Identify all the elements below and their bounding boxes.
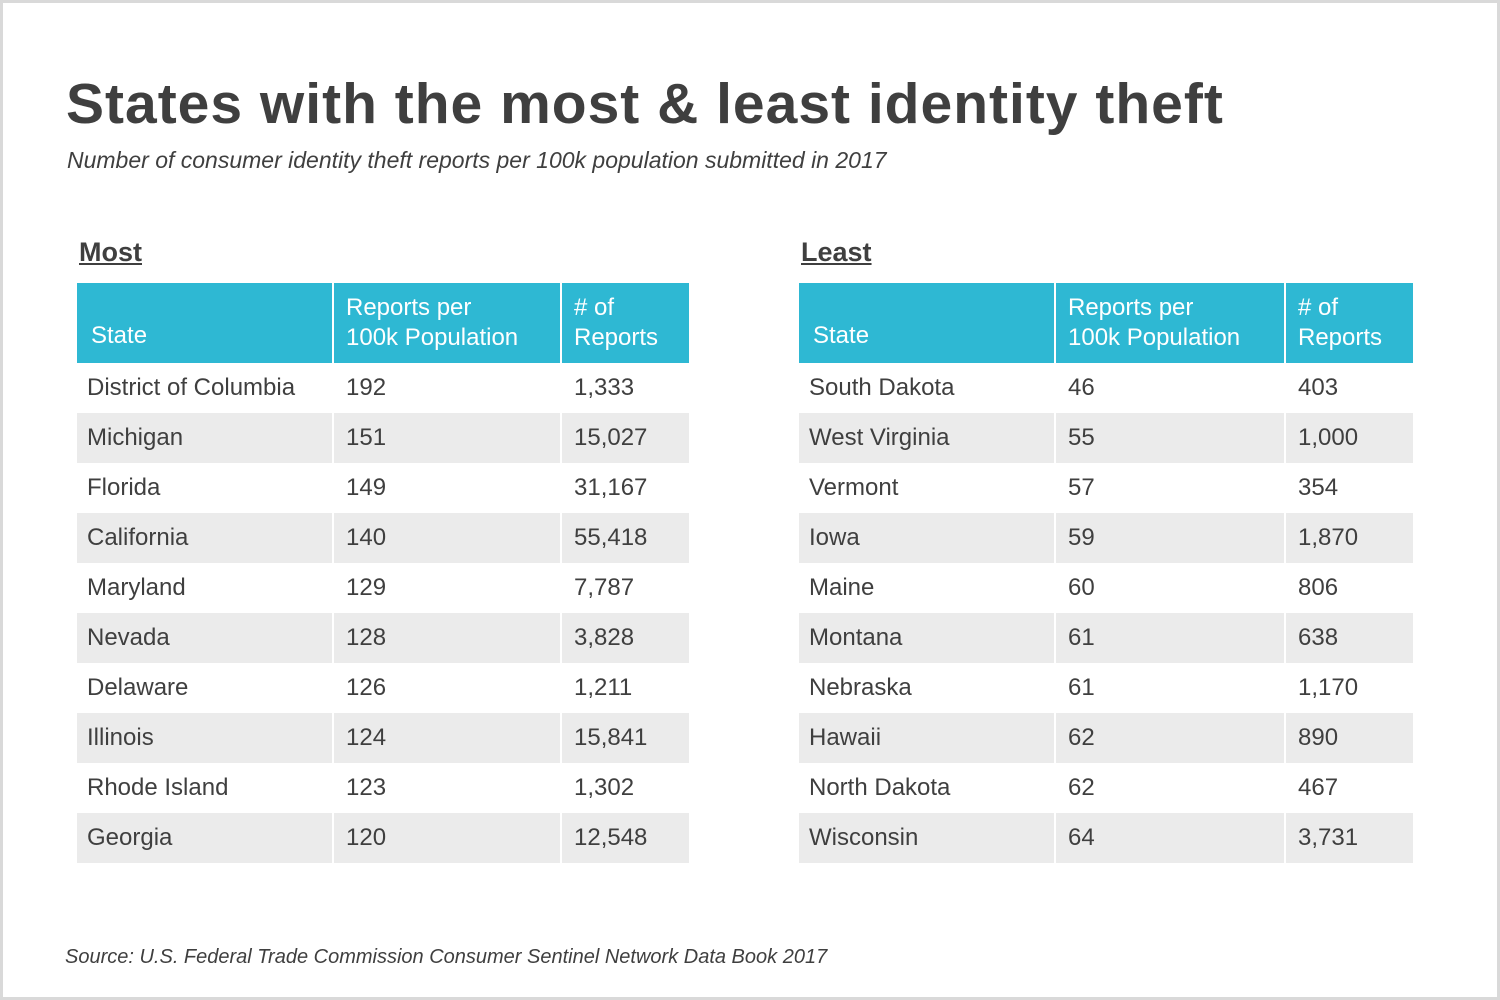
reports-per-100k-cell: 57	[1055, 463, 1286, 513]
most-table: State Reports per 100k Population # of Rep…	[77, 283, 689, 863]
table-row: North Dakota 62 467	[799, 763, 1413, 813]
page-title: States with the most & least identity th…	[66, 72, 1224, 136]
state-cell: Maine	[799, 563, 1056, 613]
reports-per-100k-cell: 140	[333, 513, 562, 563]
reports-per-100k-cell: 120	[333, 813, 562, 863]
least-section-label: Least	[801, 237, 872, 267]
table-row: Rhode Island 123 1,302	[77, 763, 689, 813]
state-cell: West Virginia	[799, 413, 1056, 463]
reports-per-100k-cell: 64	[1055, 813, 1286, 863]
state-cell: Vermont	[799, 463, 1056, 513]
reports-per-100k-cell: 151	[333, 413, 562, 463]
number-of-reports-cell: 1,870	[1285, 513, 1413, 563]
column-header-state: State	[799, 283, 1056, 363]
state-cell: District of Columbia	[77, 363, 334, 413]
state-cell: Michigan	[77, 413, 334, 463]
number-of-reports-cell: 15,027	[561, 413, 689, 463]
reports-per-100k-cell: 61	[1055, 663, 1286, 713]
state-cell: Georgia	[77, 813, 334, 863]
table-row: District of Columbia 192 1,333	[77, 363, 689, 413]
number-of-reports-cell: 7,787	[561, 563, 689, 613]
state-cell: Nevada	[77, 613, 334, 663]
page-subtitle: Number of consumer identity theft report…	[67, 147, 887, 173]
number-of-reports-cell: 3,828	[561, 613, 689, 663]
table-row: Florida 149 31,167	[77, 463, 689, 513]
state-cell: Maryland	[77, 563, 334, 613]
state-cell: Rhode Island	[77, 763, 334, 813]
reports-per-100k-cell: 62	[1055, 763, 1286, 813]
reports-per-100k-cell: 60	[1055, 563, 1286, 613]
table-header-row: State Reports per 100k Population # of Rep…	[77, 283, 689, 363]
state-cell: Wisconsin	[799, 813, 1056, 863]
table-row: Montana 61 638	[799, 613, 1413, 663]
state-cell: Florida	[77, 463, 334, 513]
column-header-number-of-reports: # of Reports	[1285, 283, 1413, 363]
state-cell: Nebraska	[799, 663, 1056, 713]
column-header-reports-per-100k: Reports per 100k Population	[1055, 283, 1286, 363]
number-of-reports-cell: 890	[1285, 713, 1413, 763]
number-of-reports-cell: 1,302	[561, 763, 689, 813]
state-cell: Montana	[799, 613, 1056, 663]
reports-per-100k-cell: 55	[1055, 413, 1286, 463]
table-row: Georgia 120 12,548	[77, 813, 689, 863]
number-of-reports-cell: 806	[1285, 563, 1413, 613]
column-header-number-of-reports: # of Reports	[561, 283, 689, 363]
reports-per-100k-cell: 59	[1055, 513, 1286, 563]
number-of-reports-cell: 15,841	[561, 713, 689, 763]
column-header-reports-per-100k: Reports per 100k Population	[333, 283, 562, 363]
reports-per-100k-cell: 62	[1055, 713, 1286, 763]
table-header-row: State Reports per 100k Population # of Rep…	[799, 283, 1413, 363]
table-row: Delaware 126 1,211	[77, 663, 689, 713]
number-of-reports-cell: 55,418	[561, 513, 689, 563]
column-header-state: State	[77, 283, 334, 363]
most-section-label: Most	[79, 237, 142, 267]
reports-per-100k-cell: 149	[333, 463, 562, 513]
table-row: Maryland 129 7,787	[77, 563, 689, 613]
number-of-reports-cell: 1,211	[561, 663, 689, 713]
number-of-reports-cell: 354	[1285, 463, 1413, 513]
state-cell: Iowa	[799, 513, 1056, 563]
reports-per-100k-cell: 128	[333, 613, 562, 663]
reports-per-100k-cell: 46	[1055, 363, 1286, 413]
least-table-body: South Dakota 46 403 West Virginia 55 1,000 Ver…	[799, 363, 1413, 863]
table-row: Hawaii 62 890	[799, 713, 1413, 763]
reports-per-100k-cell: 192	[333, 363, 562, 413]
number-of-reports-cell: 1,333	[561, 363, 689, 413]
table-row: West Virginia 55 1,000	[799, 413, 1413, 463]
state-cell: Delaware	[77, 663, 334, 713]
least-table: State Reports per 100k Population # of Rep…	[799, 283, 1413, 863]
table-row: Wisconsin 64 3,731	[799, 813, 1413, 863]
number-of-reports-cell: 12,548	[561, 813, 689, 863]
reports-per-100k-cell: 129	[333, 563, 562, 613]
number-of-reports-cell: 1,000	[1285, 413, 1413, 463]
state-cell: South Dakota	[799, 363, 1056, 413]
table-row: Maine 60 806	[799, 563, 1413, 613]
reports-per-100k-cell: 126	[333, 663, 562, 713]
table-row: Nevada 128 3,828	[77, 613, 689, 663]
most-table-body: District of Columbia 192 1,333 Michigan 151 1…	[77, 363, 689, 863]
number-of-reports-cell: 638	[1285, 613, 1413, 663]
state-cell: North Dakota	[799, 763, 1056, 813]
source-note: Source: U.S. Federal Trade Commission Co…	[65, 946, 828, 968]
state-cell: California	[77, 513, 334, 563]
table-row: Vermont 57 354	[799, 463, 1413, 513]
reports-per-100k-cell: 123	[333, 763, 562, 813]
number-of-reports-cell: 31,167	[561, 463, 689, 513]
reports-per-100k-cell: 124	[333, 713, 562, 763]
state-cell: Hawaii	[799, 713, 1056, 763]
table-row: Michigan 151 15,027	[77, 413, 689, 463]
reports-per-100k-cell: 61	[1055, 613, 1286, 663]
table-row: Iowa 59 1,870	[799, 513, 1413, 563]
state-cell: Illinois	[77, 713, 334, 763]
number-of-reports-cell: 403	[1285, 363, 1413, 413]
table-row: Nebraska 61 1,170	[799, 663, 1413, 713]
number-of-reports-cell: 467	[1285, 763, 1413, 813]
number-of-reports-cell: 1,170	[1285, 663, 1413, 713]
table-row: South Dakota 46 403	[799, 363, 1413, 413]
table-row: California 140 55,418	[77, 513, 689, 563]
number-of-reports-cell: 3,731	[1285, 813, 1413, 863]
table-row: Illinois 124 15,841	[77, 713, 689, 763]
